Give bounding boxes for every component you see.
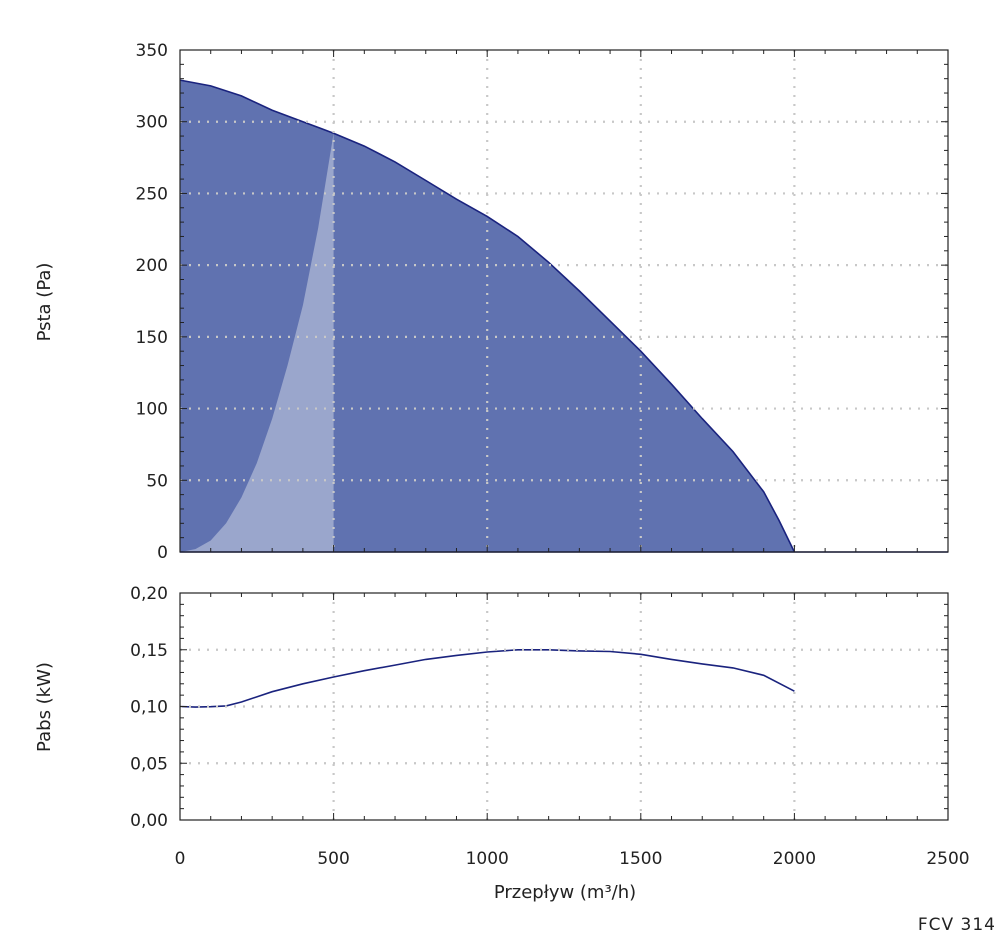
top-plot-frame [179,49,949,553]
top-y-tick-label: 250 [136,184,168,204]
top-y-tick-label: 100 [136,400,168,420]
bottom-y-tick-label: 0,20 [130,584,168,604]
model-label: FCV 314 [917,915,996,935]
x-axis-title: Przepływ (m³/h) [494,882,636,903]
top-y-tick-label: 300 [136,113,168,133]
bottom-x-tick-label: 1000 [466,849,509,869]
top-curve-line [179,79,796,553]
top-y-tick-label: 350 [136,41,168,61]
bottom-y-tick-label: 0,15 [130,641,168,661]
static-pressure-panel: 0 50 100 150 200 250 300 350 [136,41,949,563]
top-y-axis-title: Psta (Pa) [34,263,55,342]
bottom-y-axis-title: Pabs (kW) [34,662,55,752]
bottom-x-tick-label: 2500 [926,849,969,869]
top-y-tick-label: 200 [136,256,168,276]
power-panel: 0,00 0,05 0,10 0,15 0,20 0 500 1000 1500 2000 2500 [130,584,969,869]
bottom-x-tick-label: 1500 [619,849,662,869]
top-y-tick-label: 0 [157,543,168,563]
top-y-tick-label: 150 [136,328,168,348]
bottom-x-tick-label: 0 [175,849,186,869]
top-y-tick-label: 50 [146,471,168,491]
bottom-x-tick-label: 500 [317,849,349,869]
bottom-plot-frame [179,592,949,821]
bottom-x-tick-label: 2000 [773,849,816,869]
top-area-series-1 [180,133,334,552]
bottom-y-tick-label: 0,10 [130,698,168,718]
bottom-y-tick-label: 0,00 [130,811,168,831]
bottom-curve-line [179,648,795,708]
bottom-y-tick-label: 0,05 [130,754,168,774]
